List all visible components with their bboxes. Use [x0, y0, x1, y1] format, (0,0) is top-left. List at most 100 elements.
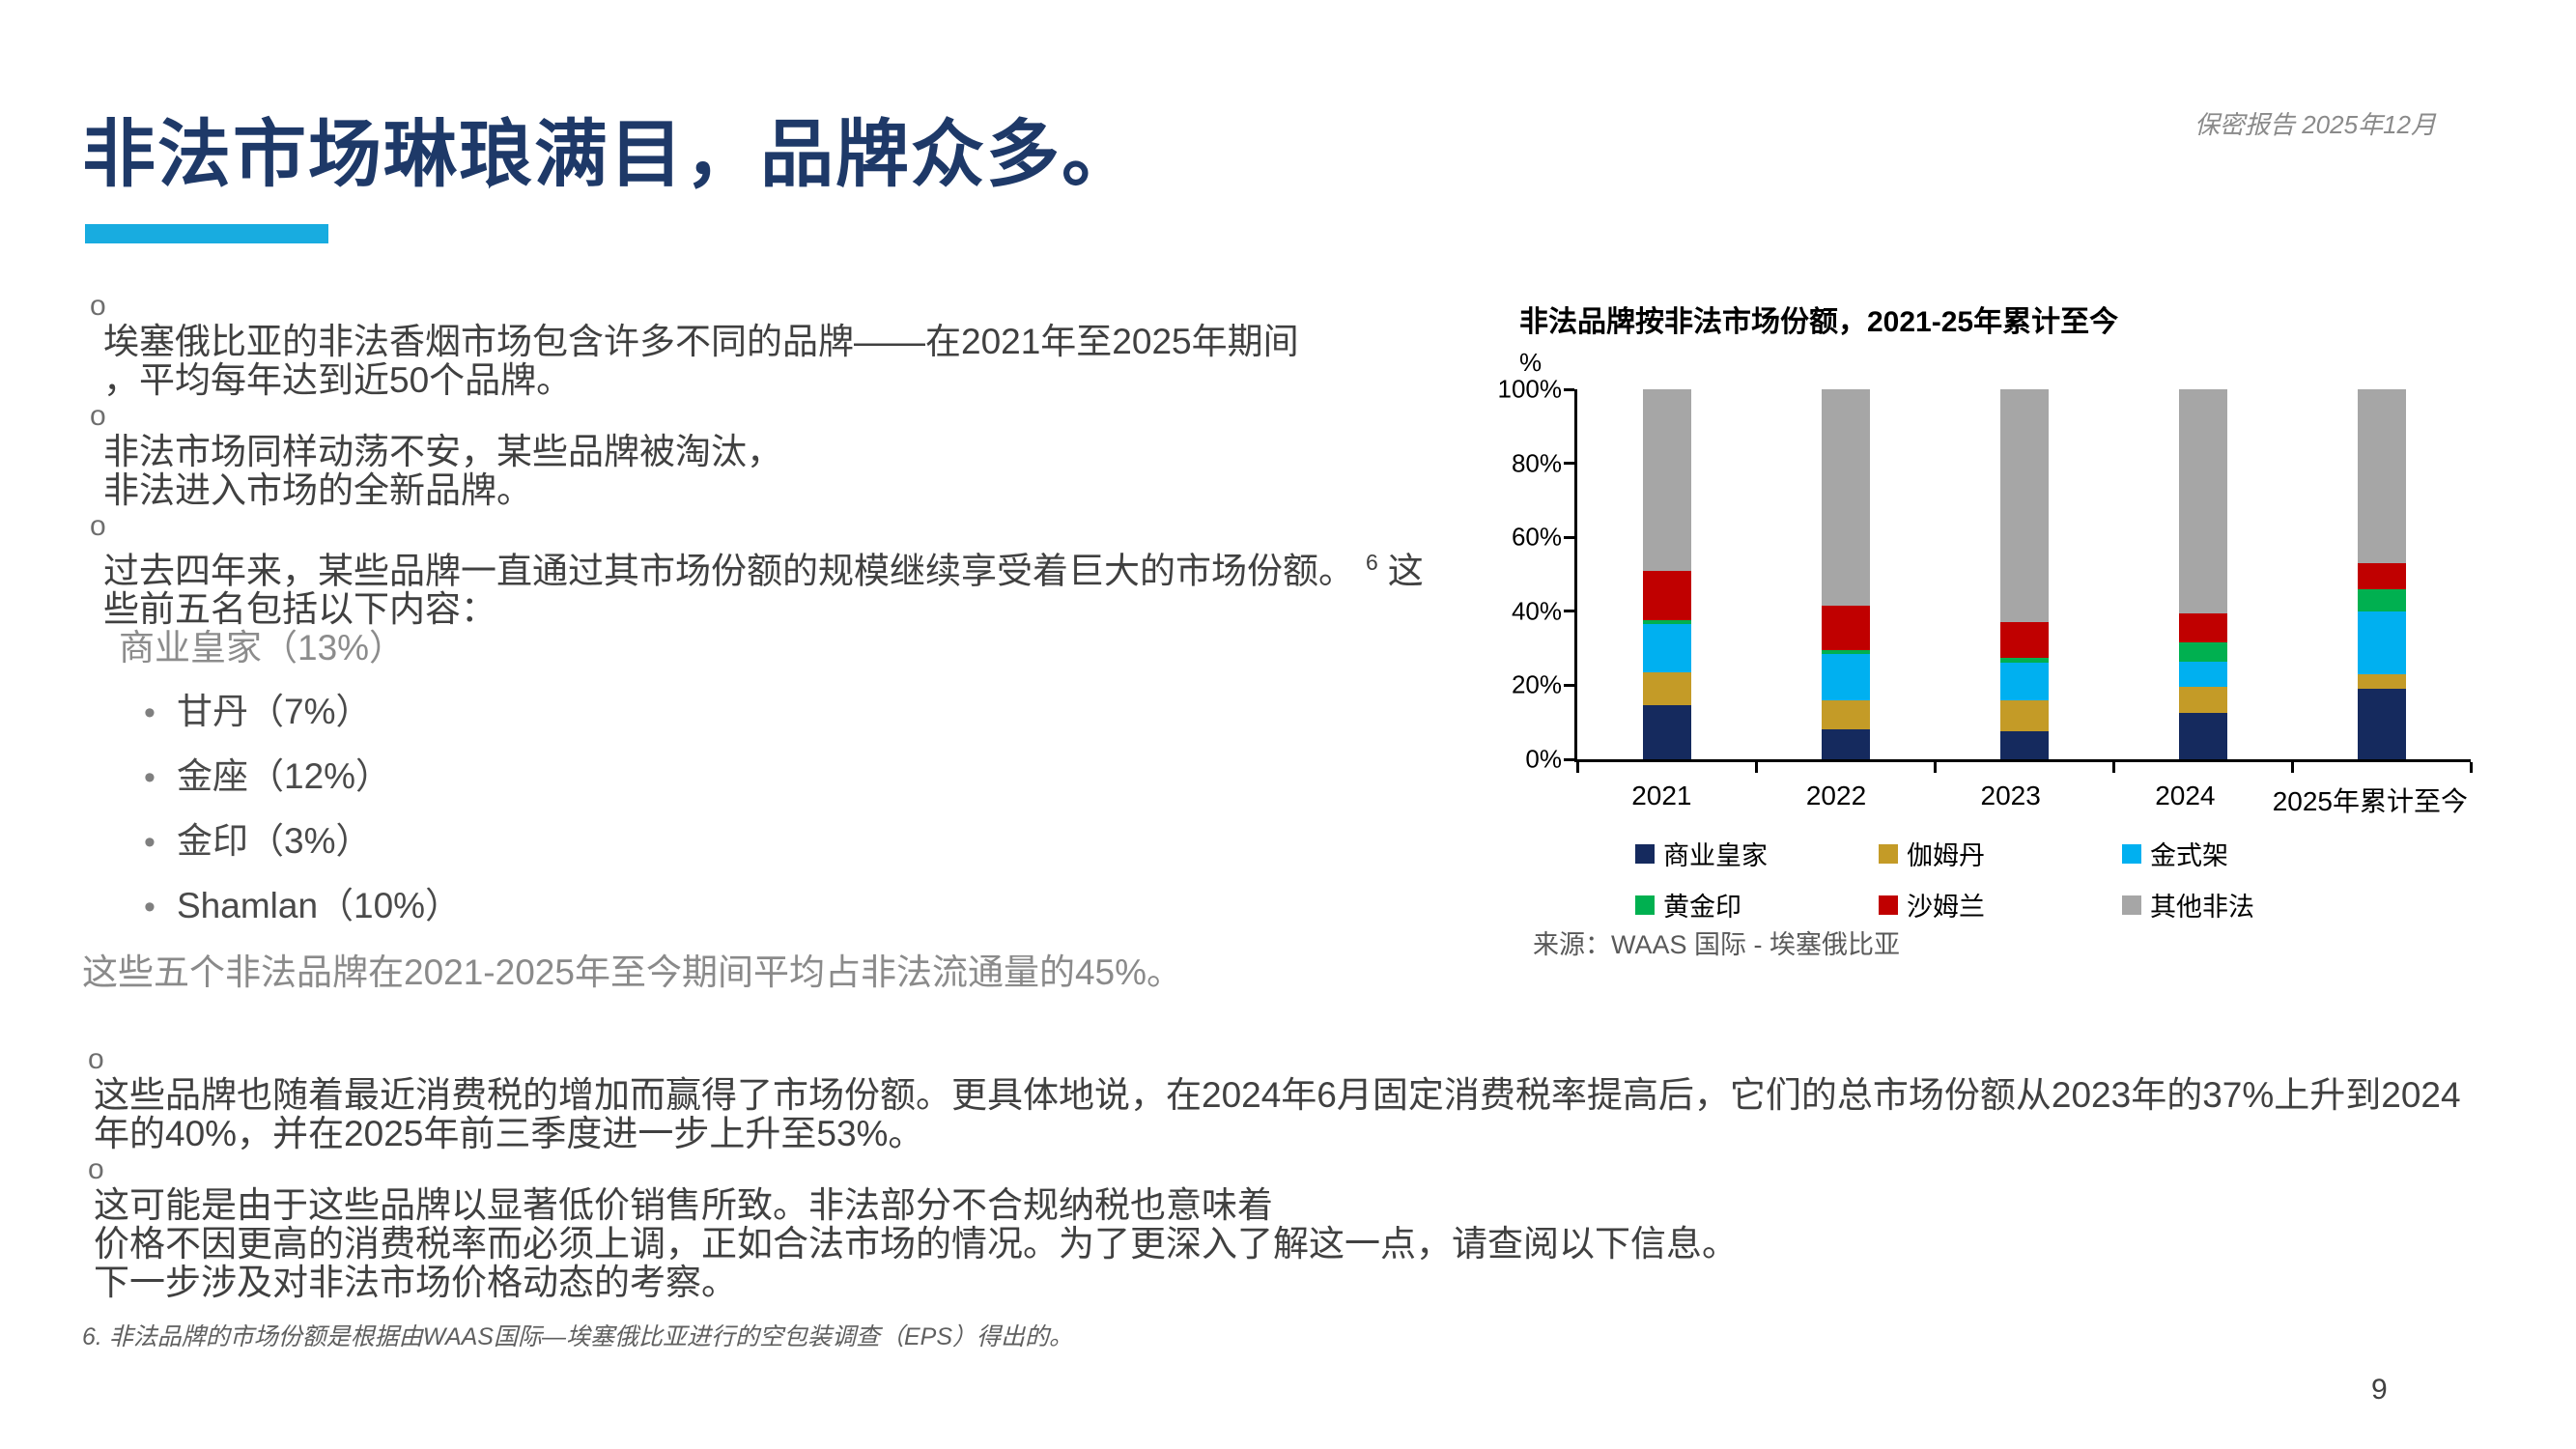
- footnote-text: 6. 非法品牌的市场份额是根据由WAAS国际—埃塞俄比亚进行的空包装调查（EPS…: [82, 1323, 1073, 1350]
- x-tick-mark: [2469, 762, 2473, 773]
- page-title: 非法市场琳琅满目，品牌众多。: [82, 114, 1137, 196]
- stacked-bar-2022: [1821, 389, 1870, 759]
- legend-label: 黄金印: [1663, 893, 1741, 922]
- legend-label: 伽姆丹: [1907, 841, 1985, 870]
- bullet-text: 价格不因更高的消费税率而必须上调，正如合法市场的情况。为了更深入了解这一点，请查…: [94, 1224, 1738, 1264]
- y-axis-label: 60%: [1511, 522, 1562, 552]
- x-axis-label: 2025年累计至今: [2272, 786, 2468, 816]
- bar-segment-金式架: [2178, 661, 2227, 688]
- brand-share-label: Shamlan（10%）: [177, 886, 462, 926]
- bar-slot: [1756, 389, 1935, 759]
- page-number: 9: [2371, 1374, 2388, 1406]
- bar-segment-伽姆丹: [1642, 672, 1691, 706]
- summary-text: 这些五个非法品牌在2021-2025年至今期间平均占非法流通量的45%。: [82, 952, 1182, 993]
- stacked-bar-2023: [1999, 389, 2049, 759]
- bullet-marker: o: [90, 290, 106, 322]
- list-item: • Shamlan（10%）: [82, 887, 1463, 926]
- bullet-text: 这些品牌也随着最近消费税的增加而赢得了市场份额。更具体地说，在2024年6月固定…: [94, 1075, 2461, 1115]
- legend-item: 金式架: [2122, 835, 2365, 872]
- y-tick-mark: [1564, 683, 1574, 687]
- x-axis-label: 2023: [1980, 781, 2041, 810]
- legend-swatch: [2122, 895, 2141, 915]
- y-tick-mark: [1564, 757, 1574, 761]
- stacked-bar-2021: [1642, 389, 1691, 759]
- bar-segment-商业皇家: [1999, 731, 2049, 759]
- stacked-bar-2024: [2178, 389, 2227, 759]
- chart-source: 来源：WAAS 国际 - 埃塞俄比亚: [1533, 930, 1901, 959]
- x-axis-labels: 2021 2022 2023 2024 2025年累计至今: [1574, 781, 2468, 819]
- bar-segment-其他非法: [2178, 389, 2227, 613]
- legend-label: 商业皇家: [1663, 841, 1768, 870]
- title-underline: [85, 224, 328, 243]
- y-axis-labels: 100% 80% 60% 40% 20% 0%: [1498, 375, 1566, 774]
- bar-segment-沙姆兰: [2178, 612, 2227, 643]
- legend-item: 其他非法: [2122, 886, 2365, 923]
- brand-share-label: 金座（12%）: [177, 756, 392, 797]
- bullet-marker: o: [88, 1153, 104, 1185]
- bar-segment-其他非法: [1642, 389, 1691, 571]
- bar-segment-沙姆兰: [2357, 563, 2406, 589]
- y-axis-label: 20%: [1511, 669, 1562, 699]
- x-tick-mark: [1933, 762, 1937, 773]
- y-axis-label: 100%: [1497, 374, 1563, 404]
- bar-segment-商业皇家: [2178, 713, 2227, 759]
- y-axis-label: 80%: [1511, 448, 1562, 478]
- bar-slot: [1935, 389, 2113, 759]
- legend-item: 黄金印: [1635, 886, 1879, 923]
- bar-segment-其他非法: [1999, 389, 2049, 623]
- bullet-marker: o: [90, 510, 106, 542]
- bars: [1577, 389, 2471, 759]
- legend-swatch: [2122, 843, 2141, 864]
- stacked-bar-2025年累计至今: [2357, 389, 2406, 759]
- bar-segment-黄金印: [1821, 650, 1870, 654]
- bar-segment-沙姆兰: [1642, 570, 1691, 621]
- legend-label: 沙姆兰: [1907, 893, 1985, 922]
- bullet-text: 非法进入市场的全新品牌。: [103, 470, 532, 510]
- y-tick-mark: [1564, 462, 1574, 466]
- x-tick-mark: [1754, 762, 1758, 773]
- bar-segment-沙姆兰: [1999, 622, 2049, 658]
- bullet-dot-icon: •: [144, 889, 156, 926]
- bar-segment-其他非法: [1821, 389, 1870, 607]
- bar-segment-金式架: [1999, 663, 2049, 700]
- y-tick-mark: [1564, 610, 1574, 613]
- bullet-text: 埃塞俄比亚的非法香烟市场包含许多不同的品牌——在2021年至2025年期间: [103, 322, 1299, 361]
- bullet-text-segment: 这: [1387, 551, 1424, 591]
- bar-segment-伽姆丹: [1999, 699, 2049, 732]
- bullet-marker: o: [90, 400, 106, 432]
- bullet-marker: o: [88, 1043, 104, 1075]
- legend-item: 伽姆丹: [1879, 835, 2122, 872]
- list-item: • 甘丹（7%）: [82, 693, 1463, 732]
- y-tick-mark: [1564, 387, 1574, 391]
- bar-segment-沙姆兰: [1821, 606, 1870, 651]
- bullet-text: 这可能是由于这些品牌以显著低价销售所致。非法部分不合规纳税也意味着: [94, 1185, 1273, 1225]
- bar-segment-黄金印: [1999, 657, 2049, 664]
- brand-share-label: 金印（3%）: [177, 821, 372, 862]
- brand-share-label: 甘丹（7%）: [177, 692, 372, 732]
- chart-title: 非法品牌按非法市场份额，2021-25年累计至今: [1519, 306, 2119, 338]
- bullet-text: ，平均每年达到近50个品牌。: [103, 360, 573, 400]
- bullet-text-segment: 过去四年来，某些品牌一直通过其市场份额的规模继续享受着巨大的市场份额。: [103, 551, 1354, 591]
- confidential-note: 保密报告 2025年12月: [2194, 110, 2436, 139]
- x-axis-label: 2024: [2155, 781, 2216, 810]
- bullet-dot-icon: •: [144, 759, 156, 797]
- legend-label: 金式架: [2150, 841, 2228, 870]
- bar-segment-商业皇家: [1642, 705, 1691, 759]
- chart-panel: 非法品牌按非法市场份额，2021-25年累计至今 % 100% 80% 60% 40%…: [1498, 298, 2492, 974]
- bullet-dot-icon: •: [144, 824, 156, 862]
- x-tick-mark: [2111, 762, 2115, 773]
- bullet-text: 年的40%，并在2025年前三季度进一步上升至53%。: [94, 1114, 924, 1153]
- y-axis-label: 0%: [1525, 744, 1562, 774]
- bar-segment-伽姆丹: [2178, 687, 2227, 714]
- bar-slot: [2113, 389, 2292, 759]
- bar-segment-商业皇家: [2357, 689, 2406, 759]
- x-tick-mark: [1575, 762, 1579, 773]
- legend-swatch: [1635, 843, 1655, 864]
- legend-item: 商业皇家: [1635, 835, 1879, 872]
- bar-slot: [2292, 389, 2471, 759]
- list-item: • 金座（12%）: [82, 757, 1463, 797]
- bullet-text: 过去四年来，某些品牌一直通过其市场份额的规模继续享受着巨大的市场份额。 6 这: [82, 543, 1463, 590]
- legend-swatch: [1635, 895, 1655, 915]
- x-axis-label: 2022: [1805, 781, 1867, 810]
- bar-segment-其他非法: [2357, 389, 2406, 564]
